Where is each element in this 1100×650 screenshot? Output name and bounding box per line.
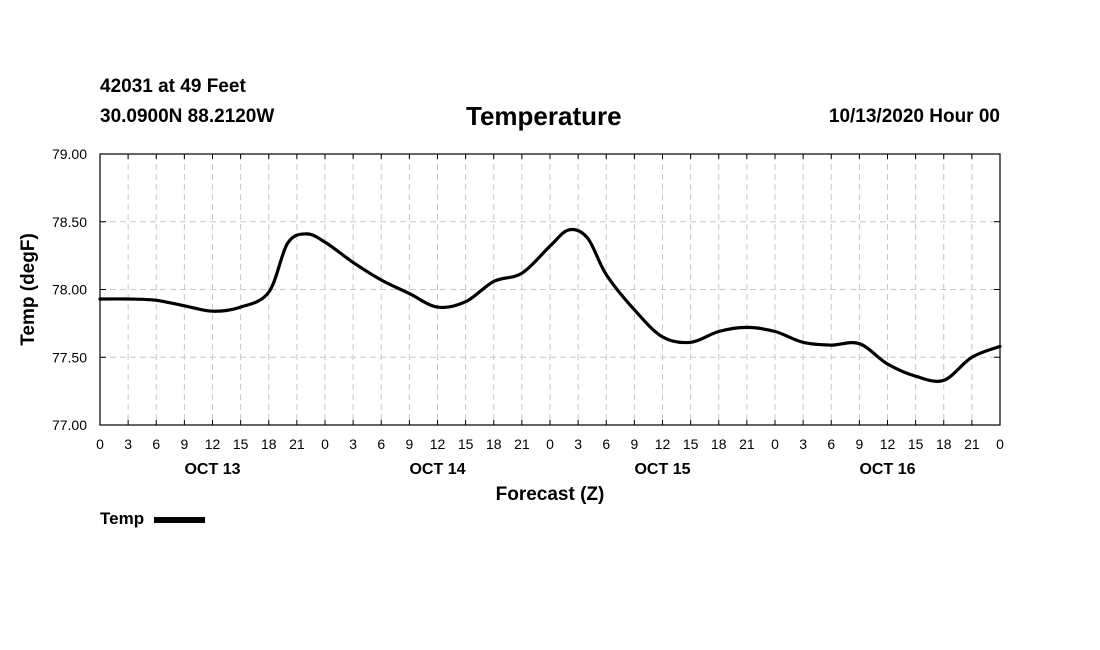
x-tick-label: 6 [152, 436, 160, 452]
x-tick-label: 0 [546, 436, 554, 452]
coordinates-label: 30.0900N 88.2120W [100, 106, 275, 127]
y-tick-label: 78.00 [52, 282, 87, 298]
x-tick-label: 3 [124, 436, 132, 452]
legend: Temp [100, 509, 206, 529]
day-label: OCT 14 [409, 461, 465, 478]
x-tick-label: 6 [602, 436, 610, 452]
grid-lines [100, 154, 1000, 425]
y-tick-label: 77.50 [52, 349, 87, 365]
x-tick-label: 21 [514, 436, 530, 452]
x-tick-label: 15 [683, 436, 699, 452]
x-tick-label: 9 [630, 436, 638, 452]
x-tick-label: 15 [233, 436, 249, 452]
y-tick-label: 78.50 [52, 214, 87, 230]
legend-swatch [154, 517, 206, 523]
run-time-label: 10/13/2020 Hour 00 [828, 106, 1000, 127]
x-tick-label: 12 [655, 436, 671, 452]
x-tick-label: 18 [486, 436, 502, 452]
day-label: OCT 13 [184, 461, 240, 478]
day-labels: OCT 13 OCT 14 OCT 15 OCT 16 [184, 461, 915, 478]
x-tick-label: 9 [180, 436, 188, 452]
x-tick-label: 12 [430, 436, 446, 452]
x-tick-label: 12 [205, 436, 221, 452]
x-tick-label: 0 [996, 436, 1004, 452]
x-tick-label: 15 [458, 436, 474, 452]
chart-title: Temperature [466, 101, 622, 131]
station-label: 42031 at 49 Feet [100, 76, 246, 97]
y-tick-label: 79.00 [52, 146, 87, 162]
x-tick-label: 21 [289, 436, 305, 452]
x-tick-label: 9 [405, 436, 413, 452]
x-axis-ticks: 0 3 6 9 12 15 18 21 0 3 6 9 12 15 18 21 0 3 6 9 12 15 18 21 0 3 6 9… [96, 154, 1004, 452]
x-tick-label: 6 [827, 436, 835, 452]
x-tick-label: 9 [855, 436, 863, 452]
x-tick-label: 12 [880, 436, 896, 452]
y-axis-title: Temp (degF) [18, 233, 39, 346]
x-tick-label: 6 [377, 436, 385, 452]
x-tick-label: 18 [261, 436, 277, 452]
series-line-temp [98, 227, 1002, 383]
x-tick-label: 3 [574, 436, 582, 452]
x-tick-label: 15 [908, 436, 924, 452]
x-tick-label: 21 [964, 436, 980, 452]
x-tick-label: 21 [739, 436, 755, 452]
x-tick-label: 3 [799, 436, 807, 452]
day-label: OCT 16 [859, 461, 915, 478]
x-tick-label: 18 [936, 436, 952, 452]
day-label: OCT 15 [634, 461, 690, 478]
y-tick-label: 77.00 [52, 417, 87, 433]
x-axis-title: Forecast (Z) [496, 484, 605, 505]
x-tick-label: 18 [711, 436, 727, 452]
x-tick-label: 0 [96, 436, 104, 452]
legend-label: Temp [100, 509, 145, 528]
series-layer [98, 227, 1002, 383]
y-axis-ticks: 77.00 77.50 78.00 78.50 79.00 [52, 146, 1000, 433]
x-tick-label: 3 [349, 436, 357, 452]
x-tick-label: 0 [771, 436, 779, 452]
x-tick-label: 0 [321, 436, 329, 452]
